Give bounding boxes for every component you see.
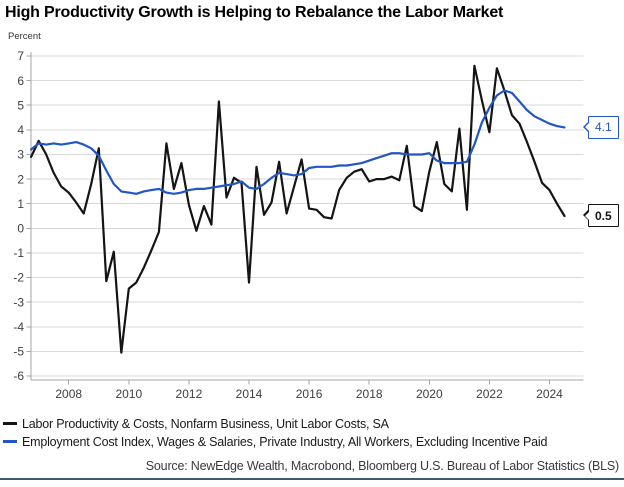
source-note: Source: NewEdge Wealth, Macrobond, Bloom…: [145, 459, 619, 473]
legend-item-employment-cost-index: Employment Cost Index, Wages & Salaries,…: [3, 435, 624, 451]
y-axis-tick-label: 2: [17, 172, 24, 186]
y-axis-tick-label: 7: [17, 49, 24, 63]
x-axis-tick-label: 2012: [176, 387, 203, 401]
y-axis-tick-label: -3: [13, 295, 24, 309]
y-axis-tick-label: -1: [13, 246, 24, 260]
end-value-callout-unit-labor-costs: 0.5: [582, 204, 619, 228]
y-axis-tick-label: 4: [17, 123, 24, 137]
end-value-label: 0.5: [595, 208, 612, 223]
legend-line-swatch-blue: [3, 439, 17, 443]
y-axis-tick-label: -6: [13, 369, 24, 383]
y-axis-unit-label: Percent: [8, 31, 41, 42]
y-axis-tick-label: 6: [17, 74, 24, 88]
x-axis-tick-label: 2024: [536, 387, 563, 401]
x-axis-tick-label: 2014: [236, 387, 263, 401]
legend-line-swatch-black: [3, 421, 17, 425]
x-axis-tick-label: 2016: [296, 387, 323, 401]
y-axis-tick-label: -2: [13, 271, 24, 285]
x-axis-tick-label: 2020: [416, 387, 443, 401]
series-line-0: [30, 64, 566, 354]
x-axis-tick-label: 2008: [55, 387, 82, 401]
bottom-divider: [0, 478, 624, 480]
y-axis-tick-label: 0: [17, 222, 24, 236]
y-axis-tick-label: 1: [17, 197, 24, 211]
x-axis-tick-label: 2022: [476, 387, 503, 401]
y-axis-tick-label: 3: [17, 148, 24, 162]
legend-label: Labor Productivity & Costs, Nonfarm Busi…: [22, 417, 389, 431]
series-line-1: [30, 89, 566, 195]
chart-title: High Productivity Growth is Helping to R…: [5, 4, 504, 21]
plot-area: -6 -5 -4 -3 -2 -1 0 1 2 3 4 5 6 7 2008 2010 2012 2014 2016…: [13, 49, 584, 401]
y-axis-tick-label: -4: [13, 320, 24, 334]
y-axis-tick-label: 5: [17, 98, 24, 112]
end-value-callout-employment-cost-index: 4.1: [582, 115, 619, 139]
x-axis-tick-label: 2018: [356, 387, 383, 401]
legend-item-unit-labor-costs: Labor Productivity & Costs, Nonfarm Busi…: [3, 417, 624, 433]
legend-label: Employment Cost Index, Wages & Salaries,…: [22, 435, 548, 449]
x-axis-tick-label: 2010: [115, 387, 142, 401]
y-axis-tick-label: -5: [13, 345, 24, 359]
end-value-label: 4.1: [595, 120, 612, 135]
